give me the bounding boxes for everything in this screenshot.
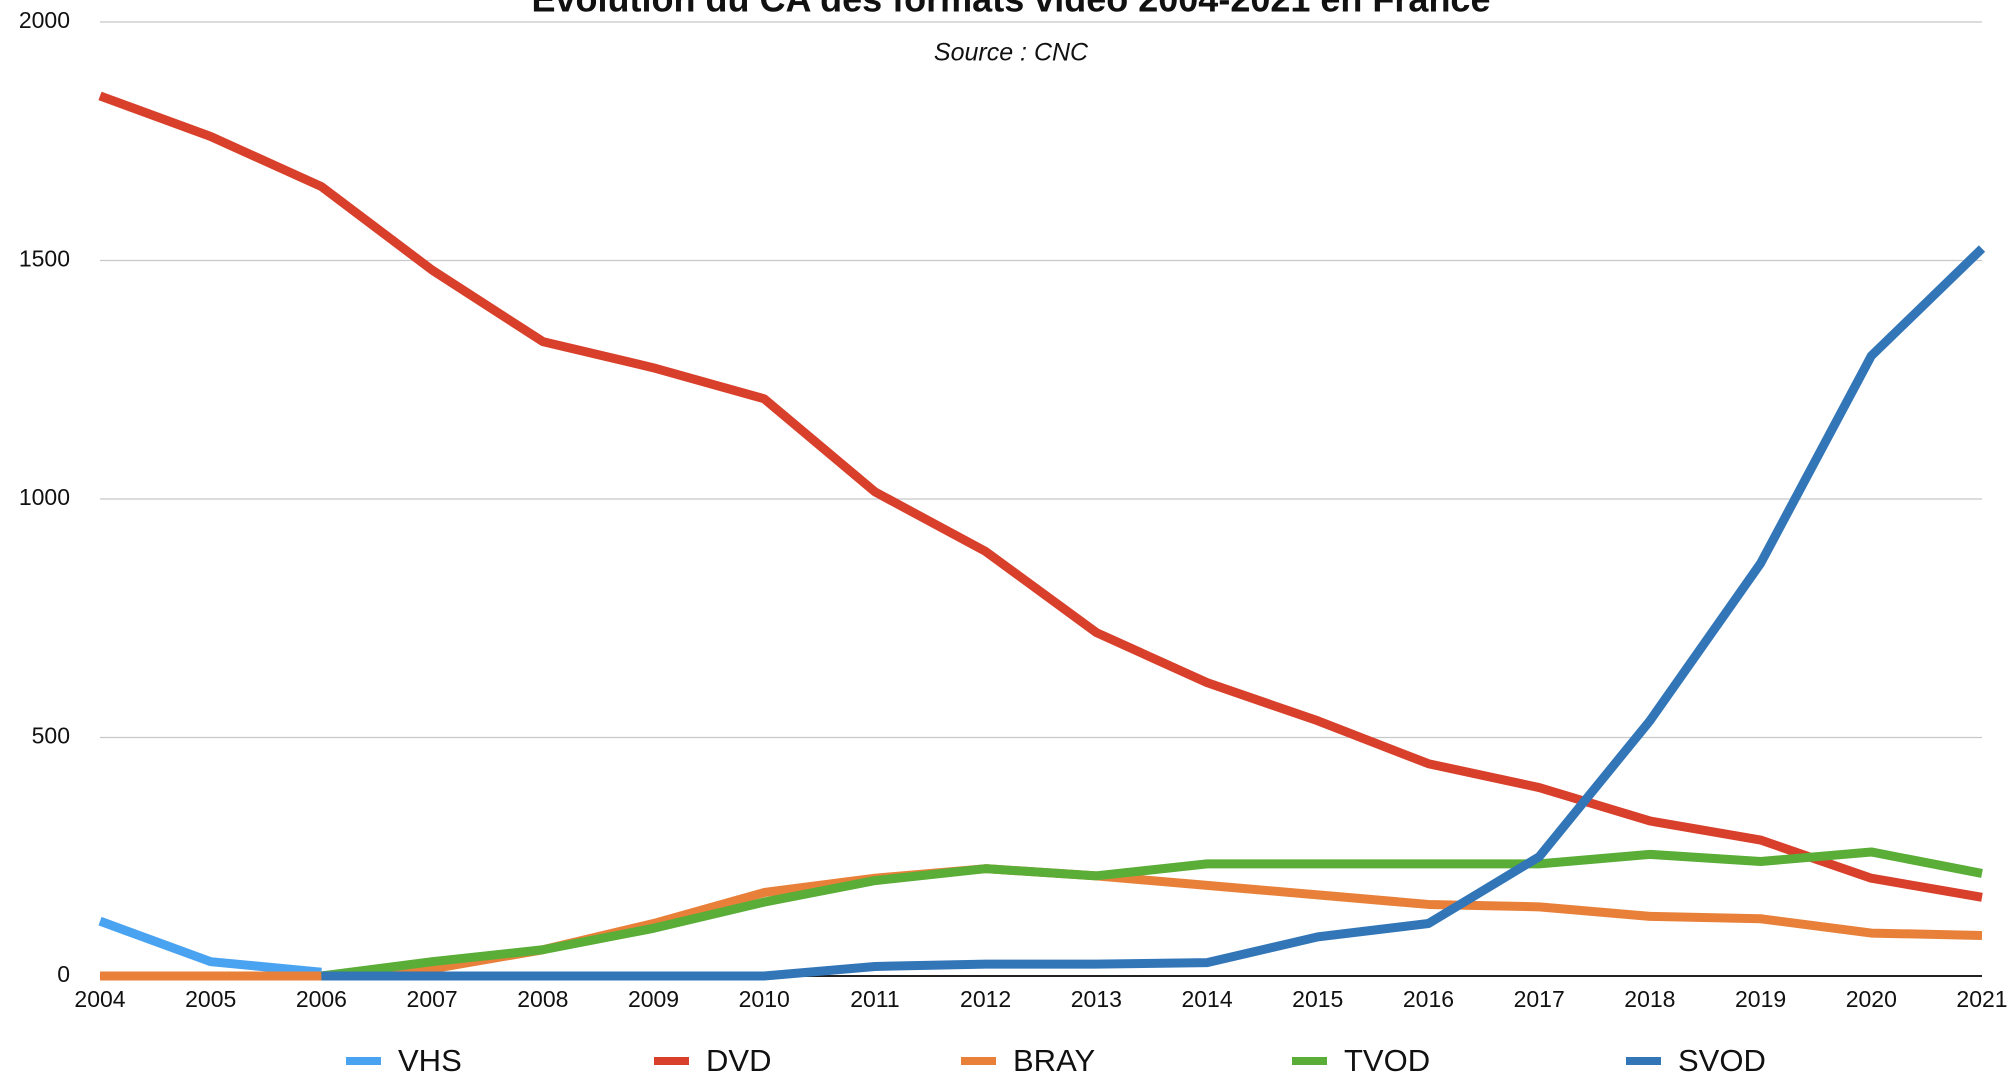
x-tick-label: 2015 [1292,986,1343,1012]
x-tick-label: 2005 [185,986,236,1012]
legend-label: BRAY [1013,1043,1095,1077]
x-tick-label: 2019 [1735,986,1786,1012]
x-tick-label: 2021 [1956,986,2007,1012]
y-tick-label: 1000 [19,484,70,510]
y-tick-label: 2000 [19,7,70,33]
y-tick-label: 0 [57,961,70,987]
chart-title: Évolution du CA des formats vidéo 2004-2… [532,0,1491,20]
series-line [98,916,322,977]
legend-label: VHS [398,1043,462,1077]
series-line [320,847,1983,981]
legend-label: SVOD [1678,1043,1766,1077]
y-tick-label: 500 [32,723,70,749]
x-tick-label: 2007 [407,986,458,1012]
x-tick-label: 2014 [1181,986,1232,1012]
x-tick-label: 2018 [1624,986,1675,1012]
series-line [321,245,1986,981]
x-tick-label: 2006 [296,986,347,1012]
y-tick-label: 1500 [19,246,70,272]
x-tick-label: 2012 [960,986,1011,1012]
x-tick-label: 2010 [739,986,790,1012]
x-tick-label: 2011 [850,986,899,1012]
x-tick-label: 2020 [1846,986,1897,1012]
x-tick-label: 2016 [1403,986,1454,1012]
x-tick-label: 2008 [517,986,568,1012]
chart-subtitle: Source : CNC [934,39,1089,67]
legend-label: TVOD [1344,1043,1430,1077]
x-tick-label: 2017 [1514,986,1565,1012]
x-tick-label: 2004 [74,986,125,1012]
x-tick-label: 2013 [1071,986,1122,1012]
series-line [98,91,1983,902]
x-tick-label: 2009 [628,986,679,1012]
legend-label: DVD [706,1043,771,1077]
